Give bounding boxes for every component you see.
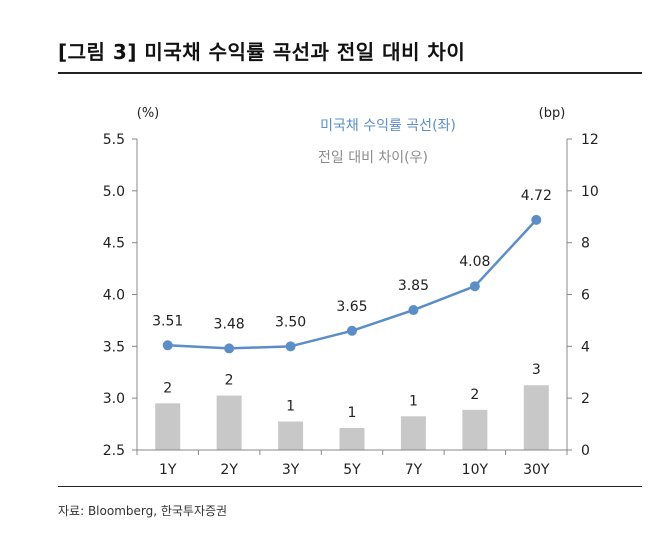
right-axis-unit: (bp) [539, 106, 566, 121]
x-tick-label: 10Y [462, 462, 489, 478]
right-tick-label: 6 [581, 288, 590, 304]
x-tick-label: 1Y [159, 462, 177, 478]
x-tick-label: 5Y [343, 462, 361, 478]
title-rule [58, 72, 642, 74]
line-point [285, 341, 296, 352]
source-note: 자료: Bloomberg, 한국투자증권 [58, 504, 228, 518]
line-data-label: 3.85 [398, 278, 429, 294]
x-tick-label: 2Y [220, 462, 238, 478]
right-tick-label: 10 [581, 184, 599, 200]
bar-data-label: 2 [163, 380, 172, 396]
line-data-label: 3.48 [214, 316, 245, 332]
bar-data-label: 3 [532, 362, 541, 378]
right-tick-label: 4 [581, 339, 590, 355]
line-point [408, 305, 419, 316]
bar-data-label: 2 [225, 373, 234, 389]
line-series [162, 214, 542, 354]
right-tick-label: 2 [581, 391, 590, 407]
bar [400, 416, 426, 450]
right-tick-label: 12 [581, 132, 599, 148]
line-point [469, 281, 480, 292]
bar [278, 421, 304, 450]
bar-data-label: 1 [286, 398, 295, 414]
bar-data-label: 1 [348, 405, 357, 421]
left-tick-label: 4.0 [103, 288, 125, 304]
line-point [224, 343, 235, 354]
line-data-label: 3.51 [152, 313, 183, 329]
line-data-label: 3.65 [336, 299, 367, 315]
bar [339, 427, 365, 450]
line-point [347, 325, 357, 336]
bar-data-label: 2 [470, 387, 479, 403]
left-tick-label: 2.5 [103, 443, 125, 459]
line-point [162, 340, 173, 351]
legend: 미국채 수익률 곡선(좌) 전일 대비 차이(우) [318, 118, 456, 166]
bar-series [155, 385, 549, 450]
x-tick-label: 3Y [282, 462, 300, 478]
line-data-label: 4.08 [459, 254, 490, 270]
source-rule [58, 486, 642, 487]
left-tick-label: 3.0 [103, 391, 125, 407]
left-axis-unit: (%) [137, 106, 160, 121]
right-tick-label: 8 [581, 236, 590, 252]
x-tick-label: 7Y [405, 462, 423, 478]
line-point [531, 214, 542, 225]
line-data-label: 3.50 [275, 314, 306, 330]
right-tick-label: 0 [581, 443, 590, 459]
x-tick-label: 30Y [523, 462, 550, 478]
left-tick-label: 5.5 [103, 132, 125, 148]
line-data-label: 4.72 [521, 188, 552, 204]
bar [216, 395, 242, 450]
left-tick-label: 4.5 [103, 236, 125, 252]
bar [155, 403, 181, 450]
left-tick-label: 5.0 [103, 184, 125, 200]
bar [462, 409, 488, 450]
bar [523, 385, 549, 450]
figure-title: [그림 3] 미국채 수익률 곡선과 전일 대비 차이 [58, 40, 466, 64]
legend-bar-series: 전일 대비 차이(우) [318, 150, 428, 166]
legend-line-series: 미국채 수익률 곡선(좌) [320, 118, 456, 134]
left-tick-label: 3.5 [103, 339, 125, 355]
data-labels: 2 2 1 1 1 2 3 3.51 3.48 3.50 3.65 3.85 4.08 4.72 [152, 188, 552, 421]
bar-data-label: 1 [409, 393, 418, 409]
